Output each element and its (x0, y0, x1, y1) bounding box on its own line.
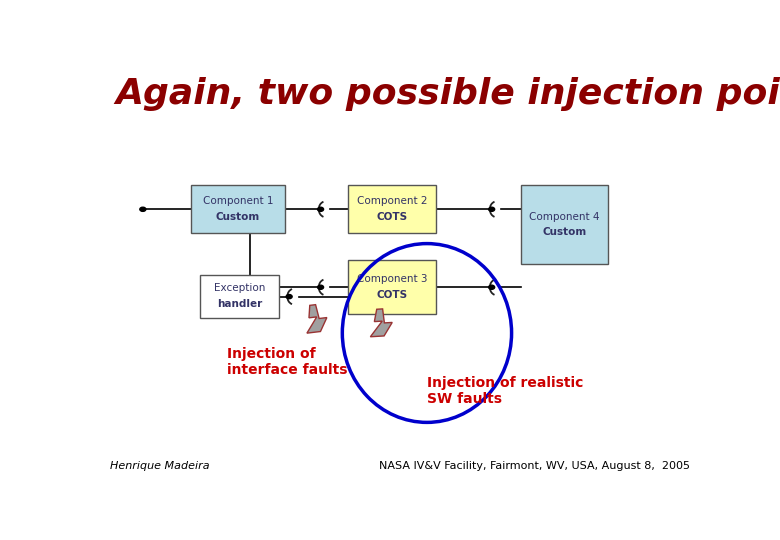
Circle shape (317, 285, 324, 289)
Bar (349, 185, 436, 233)
Text: Component 4: Component 4 (529, 212, 600, 221)
Text: Injection of
interface faults: Injection of interface faults (228, 347, 348, 377)
Bar (349, 260, 436, 314)
Bar (200, 275, 279, 319)
Text: handler: handler (217, 299, 262, 309)
Bar (191, 185, 285, 233)
Polygon shape (307, 305, 327, 333)
Text: Exception: Exception (214, 284, 265, 293)
Circle shape (488, 207, 495, 211)
Text: COTS: COTS (377, 212, 408, 222)
Text: Custom: Custom (542, 227, 587, 238)
Text: Component 3: Component 3 (357, 274, 427, 284)
Text: Injection of realistic
SW faults: Injection of realistic SW faults (427, 376, 583, 406)
Text: NASA IV&V Facility, Fairmont, WV, USA, August 8,  2005: NASA IV&V Facility, Fairmont, WV, USA, A… (379, 462, 690, 471)
Circle shape (140, 207, 146, 211)
Polygon shape (370, 309, 392, 337)
Circle shape (488, 285, 495, 289)
Text: Custom: Custom (216, 212, 261, 222)
Text: Component 1: Component 1 (203, 196, 273, 206)
Text: Henrique Madeira: Henrique Madeira (109, 462, 209, 471)
Circle shape (317, 207, 324, 211)
Text: Component 2: Component 2 (357, 196, 427, 206)
Text: Again, two possible injection points: Again, two possible injection points (115, 77, 780, 111)
Bar (521, 185, 608, 265)
Circle shape (286, 294, 292, 299)
Text: COTS: COTS (377, 290, 408, 300)
